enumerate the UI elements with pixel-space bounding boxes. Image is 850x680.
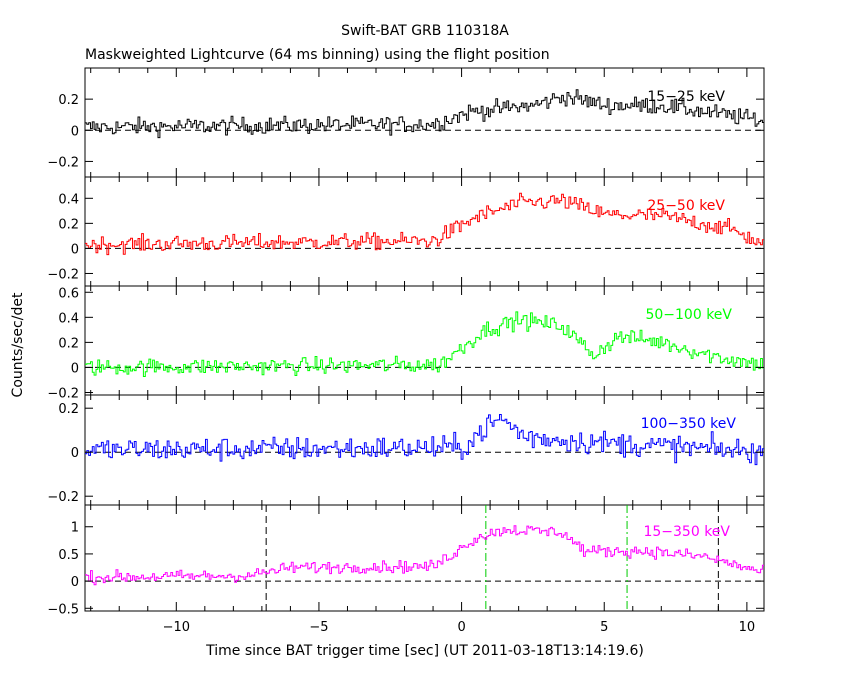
x-tick-label: −10	[163, 620, 190, 635]
panel-frame	[84, 504, 765, 612]
y-tick-label: 0.4	[58, 311, 79, 326]
x-tick-label: 0	[457, 620, 465, 635]
panel-3: −0.2 0 0.2 0.4 0.6 50−100 keV	[47, 285, 765, 401]
x-axis-label: Time since BAT trigger time [sec] (UT 20…	[205, 643, 644, 659]
y-tick-label: 0.6	[58, 286, 79, 301]
y-tick-label: −0.2	[47, 386, 79, 401]
x-tick-label: −5	[309, 620, 328, 635]
panel-2: −0.2 0 0.2 0.4 25−50 keV	[47, 176, 765, 287]
y-tick-label: 0.2	[58, 402, 79, 417]
y-tick-label: 0	[71, 361, 79, 376]
y-tick-label: 0	[71, 446, 79, 461]
y-tick-label: 0.2	[58, 336, 79, 351]
panel-5: −0.5 0 0.5 1 15−350 keV	[47, 504, 765, 617]
y-tick-label: 0.4	[58, 192, 79, 207]
y-tick-label: 0	[71, 575, 79, 590]
energy-band-label: 50−100 keV	[645, 307, 732, 323]
y-tick-label: 1	[71, 521, 79, 536]
x-tick-label: 5	[600, 620, 608, 635]
lightcurve-series	[85, 525, 764, 586]
y-tick-label: −0.2	[47, 267, 79, 282]
lightcurve-series	[85, 89, 764, 139]
x-tick-label: 10	[739, 620, 756, 635]
panels: −0.200.2 15−25 keV−0.200.20.4 25−50 keV−0.…	[47, 67, 765, 635]
panel-4: −0.2 0 0.2 100−350 keV	[47, 394, 765, 506]
y-tick-label: 0	[71, 242, 79, 257]
energy-band-label: 15−350 keV	[643, 524, 730, 540]
y-tick-label: −0.2	[47, 155, 79, 170]
panel-frame	[84, 176, 765, 287]
panel-1: −0.2 0 0.2 15−25 keV	[47, 67, 765, 178]
y-axis-label: Counts/sec/det	[10, 292, 26, 397]
energy-band-label: 25−50 keV	[647, 198, 725, 214]
energy-band-label: 15−25 keV	[647, 89, 725, 105]
lightcurve-series	[85, 414, 764, 466]
y-tick-label: −0.5	[47, 602, 79, 617]
energy-band-label: 100−350 keV	[641, 416, 737, 432]
y-tick-label: 0	[71, 124, 79, 139]
y-tick-label: 0.2	[58, 217, 79, 232]
lightcurve-series	[85, 311, 764, 377]
y-tick-label: −0.2	[47, 490, 79, 505]
chart-subtitle: Maskweighted Lightcurve (64 ms binning) …	[85, 47, 550, 63]
chart-title: Swift-BAT GRB 110318A	[341, 23, 509, 39]
y-tick-label: 0.2	[58, 93, 79, 108]
lightcurve-series	[85, 192, 764, 256]
y-tick-label: 0.5	[58, 548, 79, 563]
